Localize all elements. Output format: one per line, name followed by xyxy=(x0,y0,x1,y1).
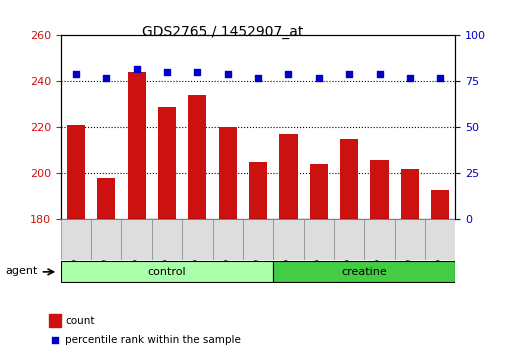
Point xyxy=(375,71,383,77)
Bar xyxy=(158,107,176,354)
FancyBboxPatch shape xyxy=(242,219,273,260)
Text: GDS2765 / 1452907_at: GDS2765 / 1452907_at xyxy=(142,25,302,39)
Text: GSM115528: GSM115528 xyxy=(344,219,353,274)
Point xyxy=(254,75,262,81)
FancyBboxPatch shape xyxy=(303,219,333,260)
Text: GSM115535: GSM115535 xyxy=(162,219,171,274)
Point xyxy=(435,75,443,81)
Bar xyxy=(67,125,85,354)
Point xyxy=(132,66,140,72)
Text: agent: agent xyxy=(5,266,37,276)
Text: GSM115526: GSM115526 xyxy=(283,219,292,274)
Text: percentile rank within the sample: percentile rank within the sample xyxy=(65,335,240,345)
Bar xyxy=(400,169,418,354)
Bar xyxy=(430,189,448,354)
Text: GSM115531: GSM115531 xyxy=(435,219,444,274)
FancyBboxPatch shape xyxy=(152,219,182,260)
Bar xyxy=(97,178,115,354)
FancyBboxPatch shape xyxy=(273,261,454,282)
Point xyxy=(314,75,322,81)
FancyBboxPatch shape xyxy=(121,219,152,260)
FancyBboxPatch shape xyxy=(273,219,303,260)
Text: GSM115533: GSM115533 xyxy=(102,219,111,274)
Point xyxy=(51,337,59,343)
Text: GSM115530: GSM115530 xyxy=(405,219,414,274)
Text: GSM115527: GSM115527 xyxy=(314,219,323,274)
Bar xyxy=(370,160,388,354)
FancyBboxPatch shape xyxy=(91,219,121,260)
Text: GSM115536: GSM115536 xyxy=(192,219,201,274)
Text: GSM115538: GSM115538 xyxy=(253,219,262,274)
Point xyxy=(72,71,80,77)
FancyBboxPatch shape xyxy=(61,219,91,260)
FancyBboxPatch shape xyxy=(61,261,273,282)
Bar xyxy=(49,314,61,327)
Point xyxy=(223,71,231,77)
Point xyxy=(102,75,110,81)
Point xyxy=(193,69,201,75)
Point xyxy=(344,71,352,77)
FancyBboxPatch shape xyxy=(212,219,242,260)
Point xyxy=(405,75,413,81)
FancyBboxPatch shape xyxy=(364,219,394,260)
Bar xyxy=(127,72,145,354)
Bar xyxy=(218,127,236,354)
Bar xyxy=(279,134,297,354)
FancyBboxPatch shape xyxy=(424,219,454,260)
Bar xyxy=(339,139,358,354)
Text: count: count xyxy=(65,316,94,326)
Text: GSM115532: GSM115532 xyxy=(71,219,80,274)
Text: control: control xyxy=(147,267,186,277)
FancyBboxPatch shape xyxy=(394,219,424,260)
Bar xyxy=(248,162,267,354)
Text: GSM115529: GSM115529 xyxy=(374,219,383,274)
Point xyxy=(284,71,292,77)
Bar xyxy=(188,95,206,354)
FancyBboxPatch shape xyxy=(182,219,212,260)
Text: creatine: creatine xyxy=(341,267,386,277)
Text: GSM115537: GSM115537 xyxy=(223,219,232,274)
Text: GSM115534: GSM115534 xyxy=(132,219,141,274)
Bar xyxy=(309,164,327,354)
Point xyxy=(163,69,171,75)
FancyBboxPatch shape xyxy=(333,219,364,260)
